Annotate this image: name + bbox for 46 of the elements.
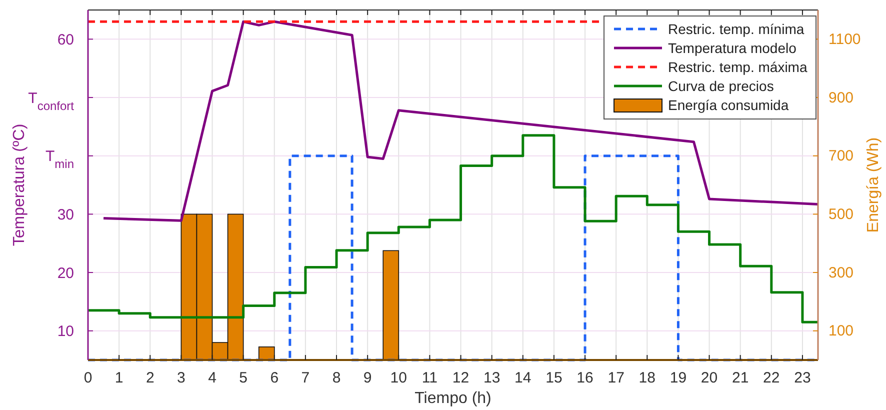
y-tick-label: 10 [57, 323, 74, 340]
x-tick-label: 13 [483, 370, 500, 386]
x-tick-label: 17 [608, 370, 624, 386]
x-tick-label: 1 [114, 370, 124, 386]
x-tick-label: 20 [700, 370, 718, 386]
y2-tick-label: 1100 [828, 30, 861, 48]
x-tick-label: 19 [670, 370, 687, 386]
x-tick-label: 14 [514, 370, 532, 386]
x-tick-label: 5 [239, 370, 248, 386]
legend-label: Restric. temp. mínima [668, 20, 804, 37]
y-tick-label: 30 [57, 206, 74, 224]
legend-label: Curva de precios [668, 78, 774, 94]
y2-tick-label: 900 [828, 89, 854, 106]
y-tick-label: T$_{min}$ [45, 148, 74, 172]
x-tick-label: 6 [270, 370, 279, 386]
bar [258, 346, 275, 360]
y-axis-title: Temperatura (ºC) [11, 124, 28, 246]
x-tick-label: 18 [638, 370, 656, 386]
x-tick-label: 7 [301, 370, 310, 386]
x-tick-label: 22 [763, 370, 780, 386]
x-tick-label: 15 [546, 370, 562, 386]
x-tick-label: 16 [576, 370, 594, 386]
legend-label: Energía consumida [668, 96, 789, 113]
bar [382, 250, 400, 360]
x-axis-title: Tiempo (h) [414, 390, 492, 407]
y-tick-label: 20 [57, 264, 74, 282]
y-tick-label: T$_{confort}$ [28, 90, 75, 113]
x-tick-label: 9 [363, 370, 372, 386]
x-tick-label: 3 [177, 370, 186, 386]
legend-label: Restric. temp. máxima [668, 58, 808, 75]
x-tick-label: 0 [84, 370, 92, 386]
x-tick-label: 2 [146, 370, 154, 386]
y2-tick-label: 500 [828, 206, 854, 223]
y2-tick-label: 300 [828, 264, 854, 282]
x-tick-label: 23 [794, 370, 811, 386]
y-tick-label: 60 [57, 31, 74, 48]
x-tick-label: 8 [332, 370, 341, 386]
legend-label: Temperatura modelo [668, 40, 797, 56]
y2-tick-label: 100 [828, 322, 854, 340]
x-tick-label: 4 [208, 370, 216, 386]
x-tick-label: 12 [452, 370, 470, 386]
x-tick-label: 10 [390, 370, 407, 386]
x-tick-label: 21 [732, 370, 749, 386]
y2-tick-label: 700 [828, 148, 854, 165]
y2-axis-title: Energía (Wh) [865, 137, 882, 233]
x-tick-label: 11 [422, 370, 438, 386]
